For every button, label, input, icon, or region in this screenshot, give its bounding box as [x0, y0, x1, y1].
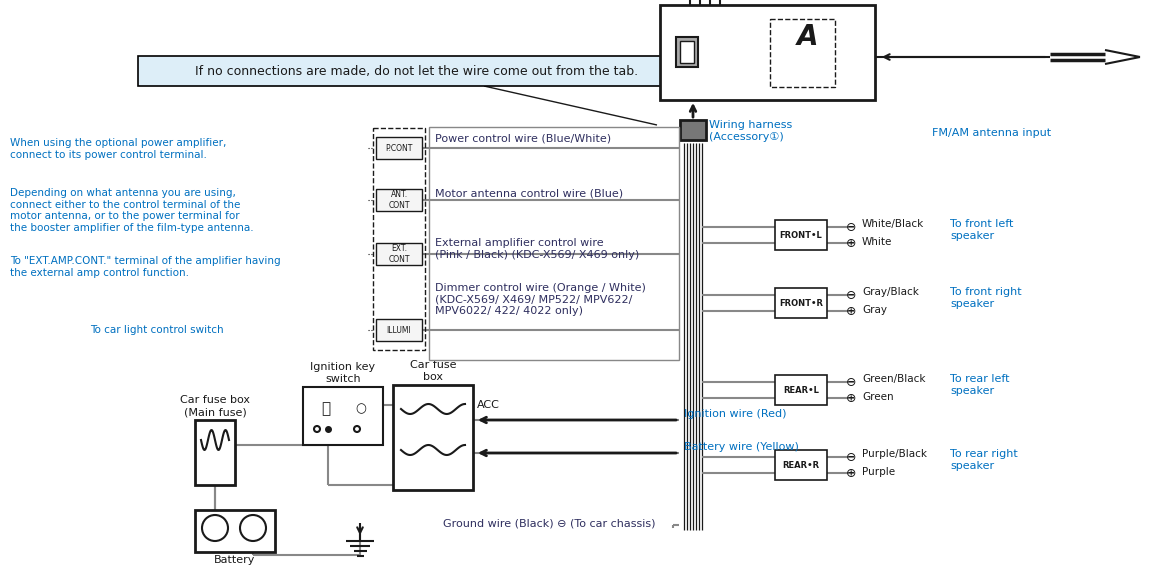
Text: Green/Black: Green/Black: [862, 374, 925, 384]
Text: Battery wire (Yellow): Battery wire (Yellow): [684, 442, 799, 452]
Text: ACC: ACC: [476, 400, 500, 410]
Text: FM/AM antenna input: FM/AM antenna input: [932, 128, 1051, 138]
Bar: [195, 420, 235, 485]
Text: To front right
speaker: To front right speaker: [949, 287, 1022, 309]
Text: ⊖: ⊖: [846, 450, 856, 464]
Circle shape: [202, 515, 228, 541]
Circle shape: [240, 515, 266, 541]
Circle shape: [315, 426, 320, 432]
Circle shape: [354, 426, 360, 432]
Text: FRONT•L: FRONT•L: [779, 231, 822, 239]
Text: If no connections are made, do not let the wire come out from the tab.: If no connections are made, do not let t…: [196, 64, 638, 77]
Text: ⊕: ⊕: [846, 392, 856, 404]
Bar: [775, 450, 827, 480]
Text: ○: ○: [355, 403, 366, 415]
Text: P.CONT: P.CONT: [386, 144, 412, 152]
Text: ⊕: ⊕: [846, 304, 856, 317]
Bar: [303, 387, 383, 445]
Bar: [429, 127, 679, 360]
Text: Gray/Black: Gray/Black: [862, 287, 919, 297]
Text: Ignition wire (Red): Ignition wire (Red): [684, 409, 786, 419]
Text: ⊖: ⊖: [846, 221, 856, 234]
Text: Ground wire (Black) ⊖ (To car chassis): Ground wire (Black) ⊖ (To car chassis): [443, 518, 656, 528]
Text: ⊕: ⊕: [846, 467, 856, 479]
Bar: [137, 56, 696, 86]
Text: Ignition key
switch: Ignition key switch: [310, 363, 375, 384]
Text: Dimmer control wire (Orange / White)
(KDC-X569/ X469/ MP522/ MPV622/
MPV6022/ 42: Dimmer control wire (Orange / White) (KD…: [435, 283, 645, 316]
Text: FRONT•R: FRONT•R: [779, 299, 822, 307]
Text: To rear right
speaker: To rear right speaker: [949, 449, 1018, 471]
Text: Gray: Gray: [862, 305, 887, 315]
Text: Wiring harness
(Accessory①): Wiring harness (Accessory①): [709, 120, 792, 142]
Text: ⊖: ⊖: [846, 289, 856, 302]
Text: +: +: [210, 521, 221, 535]
Text: To rear left
speaker: To rear left speaker: [949, 374, 1010, 396]
Bar: [680, 41, 694, 63]
Bar: [661, 5, 875, 100]
Bar: [680, 120, 706, 140]
Text: A: A: [797, 23, 819, 51]
Bar: [775, 288, 827, 318]
Bar: [376, 319, 422, 341]
Text: Motor antenna control wire (Blue): Motor antenna control wire (Blue): [435, 188, 623, 198]
Text: Battery: Battery: [214, 555, 255, 565]
Text: REAR•R: REAR•R: [783, 461, 819, 469]
Bar: [373, 128, 425, 350]
Text: REAR•L: REAR•L: [783, 386, 819, 394]
Text: Car fuse box
(Main fuse): Car fuse box (Main fuse): [181, 396, 250, 417]
Bar: [676, 37, 698, 67]
Text: 🔑: 🔑: [322, 401, 330, 417]
Bar: [376, 243, 422, 265]
Text: ANT.
CONT: ANT. CONT: [388, 191, 410, 210]
Text: EXT.
CONT: EXT. CONT: [388, 244, 410, 264]
Bar: [376, 137, 422, 159]
Text: Depending on what antenna you are using,
connect either to the control terminal : Depending on what antenna you are using,…: [10, 188, 254, 233]
Text: −: −: [247, 521, 259, 535]
Text: To front left
speaker: To front left speaker: [949, 219, 1014, 241]
Text: When using the optional power amplifier,
connect to its power control terminal.: When using the optional power amplifier,…: [10, 138, 226, 160]
Bar: [376, 189, 422, 211]
Text: ⊕: ⊕: [846, 236, 856, 249]
Text: Car fuse
box: Car fuse box: [410, 360, 457, 382]
Bar: [770, 19, 835, 87]
Text: Purple: Purple: [862, 467, 895, 477]
Text: White/Black: White/Black: [862, 219, 924, 229]
Text: To car light control switch: To car light control switch: [90, 325, 224, 335]
Text: Purple/Black: Purple/Black: [862, 449, 927, 459]
Text: To "EXT.AMP.CONT." terminal of the amplifier having
the external amp control fun: To "EXT.AMP.CONT." terminal of the ampli…: [10, 256, 281, 278]
Text: ⊖: ⊖: [846, 375, 856, 389]
Text: White: White: [862, 237, 892, 247]
Bar: [775, 375, 827, 405]
Bar: [195, 510, 275, 552]
Text: External amplifier control wire
(Pink / Black) (KDC-X569/ X469 only): External amplifier control wire (Pink / …: [435, 238, 640, 260]
Text: Green: Green: [862, 392, 894, 402]
Text: ILLUMI: ILLUMI: [387, 325, 411, 335]
Bar: [775, 220, 827, 250]
Text: Power control wire (Blue/White): Power control wire (Blue/White): [435, 133, 612, 143]
Bar: [393, 385, 473, 490]
